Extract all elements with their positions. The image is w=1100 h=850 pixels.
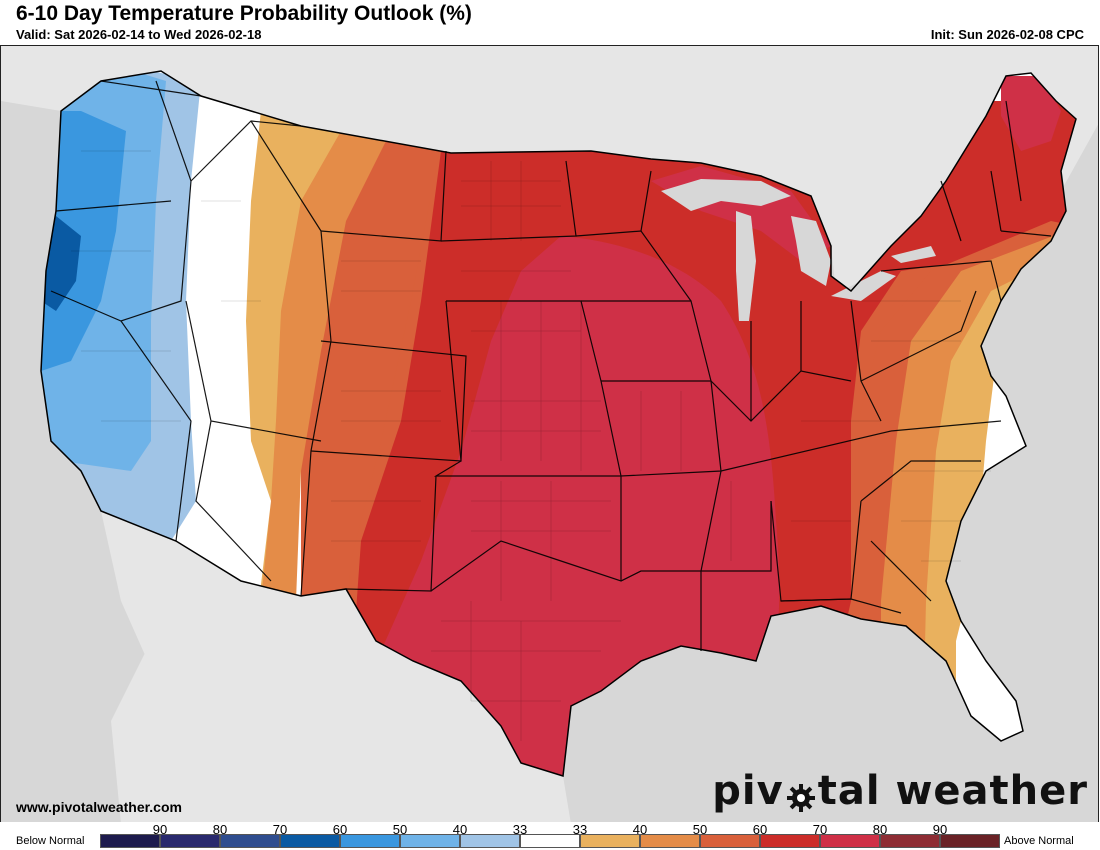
legend-tick-label: 70 xyxy=(272,822,288,837)
map-title: 6-10 Day Temperature Probability Outlook… xyxy=(16,2,472,25)
legend-tick-label: 90 xyxy=(932,822,948,837)
valid-period: Valid: Sat 2026-02-14 to Wed 2026-02-18 xyxy=(16,27,262,42)
legend-swatch xyxy=(400,834,460,848)
legend-tick-label: 60 xyxy=(332,822,348,837)
legend-tick-label: 50 xyxy=(392,822,408,837)
canada-landmass xyxy=(1,46,1098,291)
legend-tick-label: 80 xyxy=(872,822,888,837)
legend-tick-label: 50 xyxy=(692,822,708,837)
legend-swatch xyxy=(100,834,160,848)
brand-right: tal weather xyxy=(817,768,1088,814)
map-canvas xyxy=(1,46,1098,822)
legend-swatch xyxy=(640,834,700,848)
legend-swatch xyxy=(700,834,760,848)
legend-swatch xyxy=(760,834,820,848)
legend-swatch xyxy=(220,834,280,848)
baja-peninsula xyxy=(101,511,261,791)
band-above-80-northeast xyxy=(1001,76,1061,151)
pivotal-weather-logo: piv tal weather xyxy=(712,768,1088,814)
lake-michigan xyxy=(736,211,756,321)
color-legend: Below Normal Above Normal 90 80 70 60 50 40 33… xyxy=(0,822,1100,850)
legend-tick-label: 80 xyxy=(212,822,228,837)
lake-erie xyxy=(831,271,896,301)
legend-below-label: Below Normal xyxy=(16,835,85,847)
map-frame[interactable] xyxy=(0,45,1099,823)
lake-ontario xyxy=(891,246,936,263)
legend-above-label: Above Normal xyxy=(1004,835,1074,847)
legend-swatch xyxy=(340,834,400,848)
legend-tick-label: 70 xyxy=(812,822,828,837)
header: 6-10 Day Temperature Probability Outlook… xyxy=(0,0,1100,46)
legend-swatch xyxy=(880,834,940,848)
lake-superior xyxy=(661,179,791,211)
legend-swatch xyxy=(280,834,340,848)
legend-swatch xyxy=(580,834,640,848)
state-borders xyxy=(50,80,1052,651)
init-time: Init: Sun 2026-02-08 CPC xyxy=(930,27,1084,42)
legend-swatch xyxy=(820,834,880,848)
website-credit[interactable]: www.pivotalweather.com xyxy=(16,799,182,815)
legend-tick-label: 33 xyxy=(572,822,588,837)
legend-tick-label: 60 xyxy=(752,822,768,837)
legend-tick-label: 40 xyxy=(632,822,648,837)
county-lines xyxy=(71,150,991,741)
legend-swatch xyxy=(520,834,580,848)
brand-left: piv xyxy=(712,768,784,814)
lake-huron xyxy=(791,216,831,286)
legend-swatch xyxy=(160,834,220,848)
legend-tick-label: 33 xyxy=(512,822,528,837)
legend-tick-label: 40 xyxy=(452,822,468,837)
legend-swatch xyxy=(460,834,520,848)
legend-swatch xyxy=(940,834,1000,848)
gear-icon xyxy=(785,778,817,812)
band-above-40-west xyxy=(236,101,341,776)
legend-tick-label: 90 xyxy=(152,822,168,837)
